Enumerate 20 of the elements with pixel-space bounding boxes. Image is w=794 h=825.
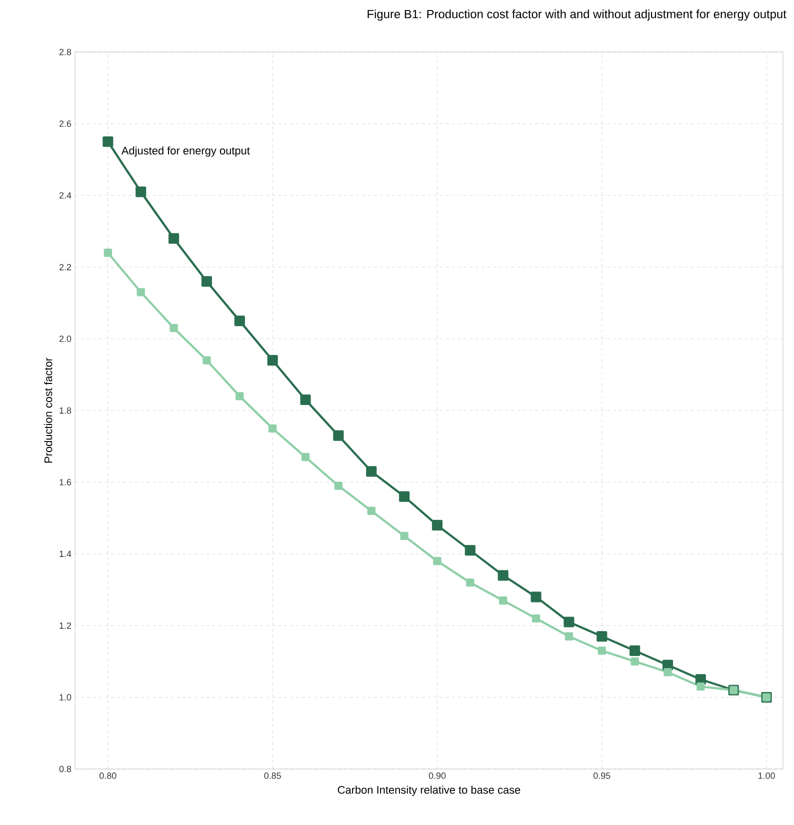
y-axis-title: Production cost factor — [44, 358, 52, 463]
y-tick-label: 1.6 — [60, 479, 72, 486]
x-tick-label: 0.80 — [100, 772, 116, 779]
x-tick-label: 1.00 — [758, 772, 775, 779]
chart-title: Figure B1: Production cost factor with and without adjustment for energy output — [368, 10, 786, 21]
y-tick-label: 1.2 — [60, 622, 72, 629]
y-tick-label: 2.8 — [59, 48, 72, 56]
y-tick-label: 2.0 — [59, 336, 72, 342]
y-tick-label: 0.8 — [59, 766, 72, 772]
y-tick-label: 1.0 — [60, 694, 72, 700]
y-tick-label: 1.8 — [60, 407, 72, 414]
x-tick-label: 0.85 — [264, 772, 281, 779]
y-tick-label: 2.4 — [59, 192, 72, 199]
series-label: Adjusted for energy output — [121, 146, 250, 157]
y-tick-label: 1.4 — [60, 550, 72, 557]
y-tick-label: 2.6 — [59, 120, 72, 127]
x-axis-title: Carbon Intensity relative to base case — [338, 786, 520, 796]
x-tick-label: 0.95 — [594, 772, 610, 779]
x-tick-label: 0.90 — [428, 772, 446, 779]
y-tick-label: 2.2 — [59, 264, 72, 270]
